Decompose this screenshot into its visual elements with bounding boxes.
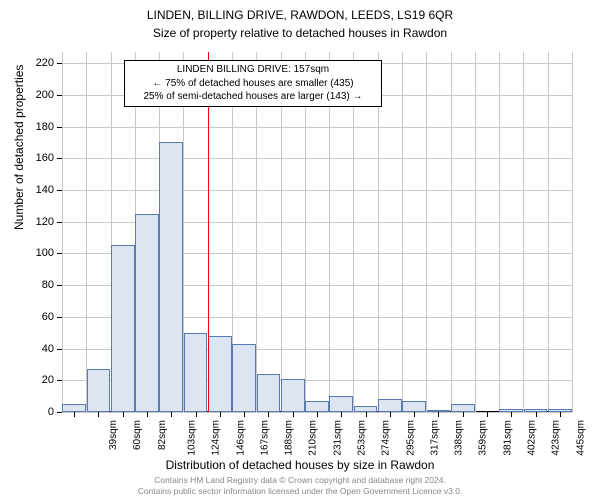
annotation-line2: ← 75% of detached houses are smaller (43… [131,77,375,91]
grid-line-v [572,52,573,412]
x-tick-label: 167sqm [259,420,270,456]
plot-area: 020406080100120140160180200220 39sqm60sq… [62,52,572,412]
y-tick-label: 100 [24,247,54,259]
histogram-bar [378,399,402,412]
histogram-bar [257,374,281,412]
x-tick-mark [487,412,488,417]
x-tick-mark [171,412,172,417]
histogram-bar [184,333,208,412]
x-tick-mark [341,412,342,417]
x-tick-mark [560,412,561,417]
x-tick-label: 274sqm [381,420,392,456]
x-tick-mark [438,412,439,417]
grid-line-v [402,52,403,412]
grid-line-h [62,190,572,191]
y-tick-label: 180 [24,121,54,133]
x-tick-label: 188sqm [284,420,295,456]
x-tick-mark [366,412,367,417]
x-tick-mark [463,412,464,417]
annotation-line3: 25% of semi-detached houses are larger (… [131,90,375,104]
grid-line-v [426,52,427,412]
footer-line2: Contains public sector information licen… [0,486,600,497]
histogram-bar [329,396,353,412]
x-tick-label: 103sqm [187,420,198,456]
x-tick-label: 82sqm [157,420,168,450]
x-tick-mark [196,412,197,417]
x-tick-label: 253sqm [357,420,368,456]
histogram-bar [208,336,232,412]
grid-line-v [523,52,524,412]
x-tick-mark [293,412,294,417]
x-tick-mark [98,412,99,417]
histogram-bar [159,142,183,412]
grid-line-v [548,52,549,412]
grid-line-h [62,158,572,159]
histogram-bar [87,369,111,412]
grid-line-v [499,52,500,412]
x-tick-mark [390,412,391,417]
x-tick-mark [74,412,75,417]
x-tick-label: 210sqm [308,420,319,456]
grid-line-v [86,52,87,412]
x-tick-label: 359sqm [478,420,489,456]
x-tick-label: 317sqm [429,420,440,456]
histogram-bar [402,401,426,412]
y-tick-label: 140 [24,184,54,196]
grid-line-v [62,52,63,412]
y-tick-label: 200 [24,89,54,101]
x-tick-mark [220,412,221,417]
histogram-bar [135,214,159,412]
x-tick-label: 146sqm [235,420,246,456]
x-tick-mark [147,412,148,417]
chart-container: LINDEN, BILLING DRIVE, RAWDON, LEEDS, LS… [0,0,600,500]
x-tick-mark [244,412,245,417]
x-axis-label: Distribution of detached houses by size … [0,458,600,472]
x-tick-mark [123,412,124,417]
x-tick-mark [268,412,269,417]
x-tick-mark [511,412,512,417]
x-tick-label: 124sqm [211,420,222,456]
y-tick-label: 80 [24,279,54,291]
histogram-bar [305,401,329,412]
grid-line-v [475,52,476,412]
histogram-bar [232,344,256,412]
x-tick-mark [317,412,318,417]
x-tick-label: 423sqm [551,420,562,456]
chart-title-line1: LINDEN, BILLING DRIVE, RAWDON, LEEDS, LS… [0,0,600,22]
y-tick-label: 20 [24,374,54,386]
annotation-box: LINDEN BILLING DRIVE: 157sqm ← 75% of de… [124,60,382,107]
y-tick-label: 40 [24,343,54,355]
grid-line-h [62,127,572,128]
x-tick-label: 295sqm [405,420,416,456]
y-tick-label: 220 [24,57,54,69]
grid-line-v [451,52,452,412]
x-tick-label: 60sqm [132,420,143,450]
x-tick-label: 445sqm [575,420,586,456]
histogram-bar [111,245,135,412]
x-tick-label: 338sqm [454,420,465,456]
chart-title-line2: Size of property relative to detached ho… [0,22,600,40]
x-tick-label: 381sqm [502,420,513,456]
y-tick-label: 120 [24,216,54,228]
x-tick-label: 402sqm [527,420,538,456]
y-tick-label: 60 [24,311,54,323]
y-tick-label: 0 [24,406,54,418]
x-tick-mark [414,412,415,417]
x-tick-mark [536,412,537,417]
y-tick-mark [57,412,62,413]
histogram-bar [281,379,305,412]
x-tick-label: 39sqm [108,420,119,450]
annotation-line1: LINDEN BILLING DRIVE: 157sqm [131,63,375,77]
x-tick-label: 231sqm [332,420,343,456]
histogram-bar [451,404,475,412]
footer-line1: Contains HM Land Registry data © Crown c… [0,475,600,486]
chart-footer: Contains HM Land Registry data © Crown c… [0,475,600,497]
histogram-bar [62,404,86,412]
y-tick-label: 160 [24,152,54,164]
